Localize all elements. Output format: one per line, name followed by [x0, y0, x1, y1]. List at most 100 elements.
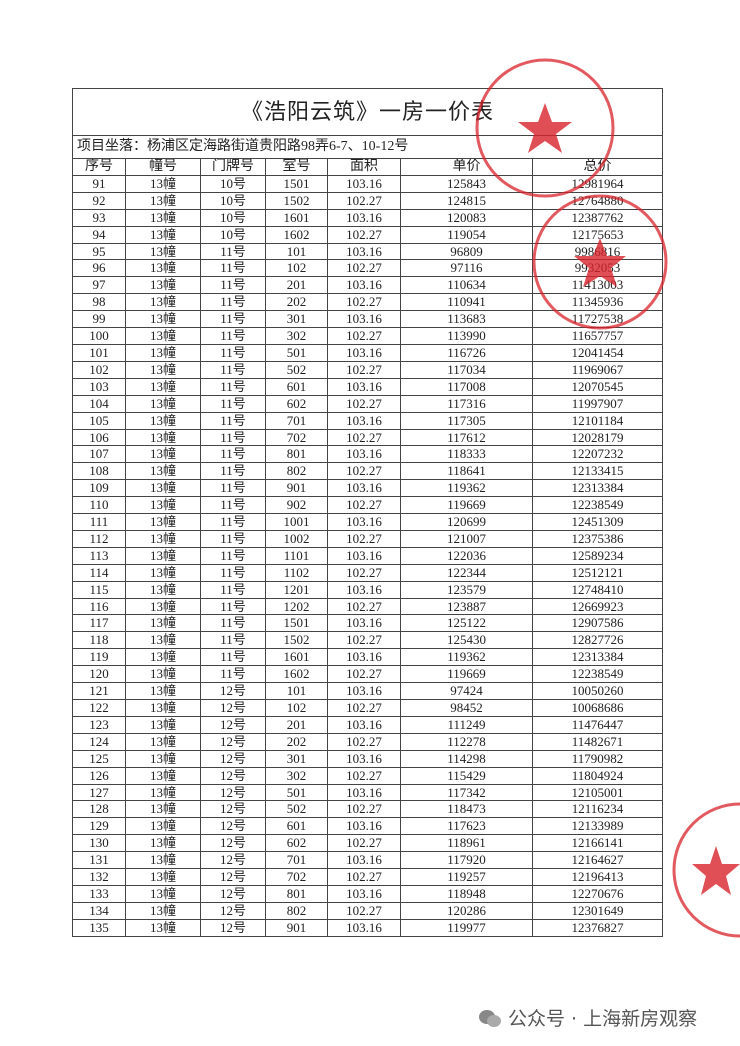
table-cell: 1502 [265, 191, 328, 210]
table-cell: 12号 [200, 918, 266, 937]
table-cell: 12号 [200, 682, 266, 700]
table-row: 134 13幢 12号 802 102.27 120286 12301649 [72, 901, 664, 920]
table-cell: 12238549 [531, 496, 664, 515]
table-row: 133 13幢 12号 801 103.16 118948 12270676 [72, 884, 664, 903]
table-cell: 91 [72, 174, 126, 193]
table-cell: 11号 [200, 648, 266, 667]
table-cell: 102.27 [327, 496, 401, 515]
table-cell: 11345936 [531, 293, 664, 312]
table-cell: 13幢 [125, 174, 201, 193]
header-cell: 幢号 [125, 158, 201, 176]
table-row: 132 13幢 12号 702 102.27 119257 12196413 [72, 868, 664, 886]
table-cell: 103.16 [327, 749, 401, 768]
table-cell: 11476447 [531, 715, 664, 734]
header-cell: 门牌号 [200, 158, 266, 176]
table-row: 128 13幢 12号 502 102.27 118473 12116234 [72, 800, 664, 819]
table-cell: 502 [265, 360, 328, 379]
table-row: 130 13幢 12号 602 102.27 118961 12166141 [72, 834, 664, 853]
table-cell: 102.27 [327, 800, 401, 819]
table-row: 92 13幢 10号 1502 102.27 124815 12764880 [72, 191, 664, 210]
table-cell: 13幢 [125, 394, 201, 413]
table-cell: 13幢 [125, 884, 201, 903]
project-location: 项目坐落：杨浦区定海路街道贵阳路98弄6-7、10-12号 [71, 135, 664, 159]
table-row: 116 13幢 11号 1202 102.27 123887 12669923 [72, 597, 664, 616]
table-cell: 120 [72, 665, 126, 684]
table-cell: 13幢 [125, 665, 201, 684]
table-cell: 118473 [400, 800, 533, 819]
table-cell: 13幢 [125, 225, 201, 244]
table-cell: 103.16 [327, 276, 401, 295]
table-cell: 117034 [400, 360, 533, 379]
table-cell: 102.27 [327, 360, 401, 379]
table-cell: 12827726 [531, 631, 664, 650]
table-row: 121 13幢 12号 101 103.16 97424 10050260 [72, 682, 664, 700]
table-cell: 97116 [400, 259, 533, 278]
table-cell: 101 [265, 682, 328, 700]
table-cell: 901 [265, 479, 328, 498]
table-cell: 122 [72, 699, 126, 717]
table-row: 94 13幢 10号 1602 102.27 119054 12175653 [72, 225, 664, 244]
table-cell: 102 [265, 699, 328, 717]
table-cell: 13幢 [125, 901, 201, 920]
header-row: 序号 幢号 门牌号 室号 面积 单价 总价 [72, 158, 664, 176]
table-cell: 12133415 [531, 462, 664, 481]
table-row: 105 13幢 11号 701 103.16 117305 12101184 [72, 411, 664, 430]
table-row: 97 13幢 11号 201 103.16 110634 11413003 [72, 276, 664, 295]
table-cell: 125 [72, 749, 126, 768]
table-cell: 119977 [400, 918, 533, 937]
table-cell: 102.27 [327, 732, 401, 751]
table-row: 124 13幢 12号 202 102.27 112278 11482671 [72, 732, 664, 751]
table-cell: 201 [265, 715, 328, 734]
table-cell: 92 [72, 191, 126, 210]
table-row: 93 13幢 10号 1601 103.16 120083 12387762 [72, 208, 664, 227]
table-cell: 114298 [400, 749, 533, 768]
table-cell: 12号 [200, 715, 266, 734]
table-cell: 701 [265, 411, 328, 430]
table-cell: 12207232 [531, 445, 664, 464]
table-row: 112 13幢 11号 1002 102.27 121007 12375386 [72, 529, 664, 548]
table-cell: 12166141 [531, 834, 664, 853]
table-cell: 13幢 [125, 276, 201, 295]
table-cell: 103.16 [327, 614, 401, 633]
table-cell: 12164627 [531, 851, 664, 870]
table-cell: 119669 [400, 496, 533, 515]
table-cell: 120083 [400, 208, 533, 227]
table-cell: 11号 [200, 580, 266, 599]
table-cell: 13幢 [125, 682, 201, 700]
table-cell: 116726 [400, 343, 533, 362]
table-cell: 103.16 [327, 648, 401, 667]
table-cell: 110634 [400, 276, 533, 295]
table-cell: 10号 [200, 225, 266, 244]
table-cell: 13幢 [125, 563, 201, 582]
table-cell: 702 [265, 428, 328, 447]
table-cell: 1602 [265, 225, 328, 244]
table-cell: 102 [265, 259, 328, 278]
table-row: 91 13幢 10号 1501 103.16 125843 12981964 [72, 174, 664, 193]
table-cell: 1601 [265, 208, 328, 227]
table-cell: 102.27 [327, 699, 401, 717]
table-cell: 112 [72, 529, 126, 548]
table-cell: 102.27 [327, 631, 401, 650]
table-cell: 123579 [400, 580, 533, 599]
table-cell: 11号 [200, 343, 266, 362]
table-cell: 102.27 [327, 293, 401, 312]
table-cell: 202 [265, 732, 328, 751]
table-cell: 13幢 [125, 191, 201, 210]
table-cell: 12301649 [531, 901, 664, 920]
table-cell: 103.16 [327, 310, 401, 329]
table-cell: 13幢 [125, 513, 201, 531]
table-cell: 1201 [265, 580, 328, 599]
table-cell: 13幢 [125, 496, 201, 515]
table-cell: 102.27 [327, 462, 401, 481]
table-cell: 129 [72, 817, 126, 836]
table-cell: 102.27 [327, 834, 401, 853]
table-cell: 12313384 [531, 648, 664, 667]
table-cell: 11号 [200, 597, 266, 616]
table-row: 110 13幢 11号 902 102.27 119669 12238549 [72, 496, 664, 515]
table-cell: 11804924 [531, 766, 664, 785]
table-cell: 100 [72, 327, 126, 345]
table-cell: 102.27 [327, 868, 401, 886]
table-cell: 12175653 [531, 225, 664, 244]
table-cell: 12号 [200, 901, 266, 920]
